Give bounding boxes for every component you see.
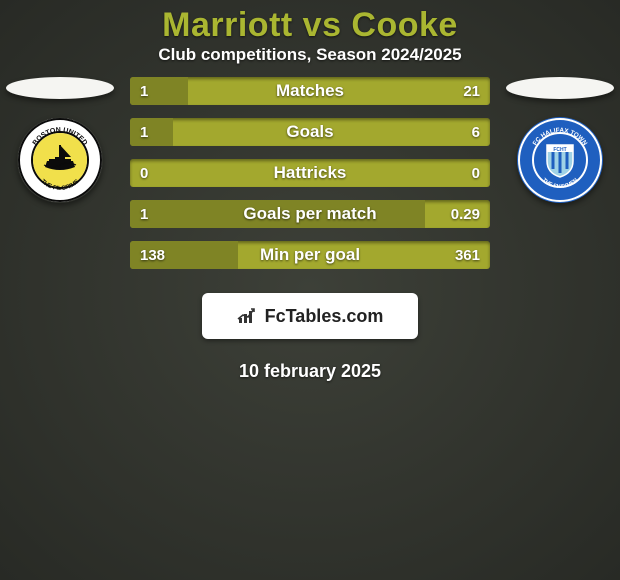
fctables-logo-box: FcTables.com <box>202 293 418 339</box>
stat-bar-goals-per-match: 10.29Goals per match <box>130 200 490 228</box>
svg-text:FCHT: FCHT <box>553 147 566 153</box>
page-title: Marriott vs Cooke <box>0 0 620 45</box>
stat-label: Min per goal <box>130 241 490 269</box>
boston-united-badge-icon: BOSTON UNITED THE PILGRIMS <box>17 117 103 203</box>
right-side: FC HALIFAX TOWN THE SHAYMEN FCHT <box>500 77 620 203</box>
stat-label: Hattricks <box>130 159 490 187</box>
stat-label: Goals per match <box>130 200 490 228</box>
left-disc <box>6 77 114 99</box>
stat-label: Matches <box>130 77 490 105</box>
left-side: BOSTON UNITED THE PILGRIMS <box>0 77 120 203</box>
stat-label: Goals <box>130 118 490 146</box>
stat-bar-min-per-goal: 138361Min per goal <box>130 241 490 269</box>
comparison-bars: 121Matches 16Goals 00Hattricks 10.29Goals p… <box>120 77 500 269</box>
bar-chart-icon <box>237 307 259 325</box>
comparison-row: BOSTON UNITED THE PILGRIMS 121Matches 16G… <box>0 77 620 269</box>
left-badge: BOSTON UNITED THE PILGRIMS <box>17 117 103 203</box>
stat-bar-matches: 121Matches <box>130 77 490 105</box>
right-badge: FC HALIFAX TOWN THE SHAYMEN FCHT <box>517 117 603 203</box>
stat-bar-goals: 16Goals <box>130 118 490 146</box>
stat-bar-hattricks: 00Hattricks <box>130 159 490 187</box>
right-disc <box>506 77 614 99</box>
fc-halifax-badge-icon: FC HALIFAX TOWN THE SHAYMEN FCHT <box>517 117 603 203</box>
fctables-text: FcTables.com <box>265 306 384 327</box>
subtitle: Club competitions, Season 2024/2025 <box>0 45 620 65</box>
date-label: 10 february 2025 <box>0 361 620 382</box>
